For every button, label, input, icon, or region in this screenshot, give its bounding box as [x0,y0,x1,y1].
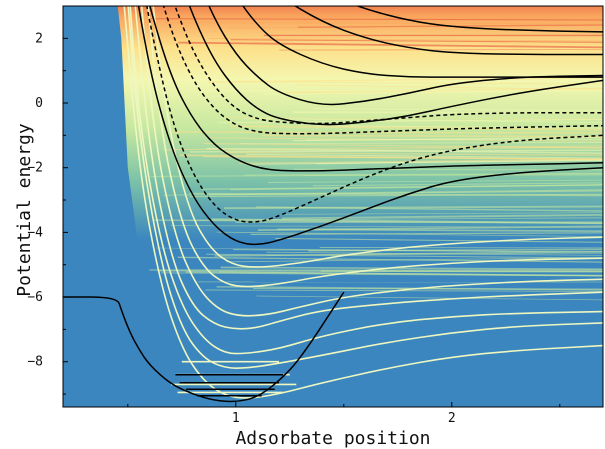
heatmap-streak [208,38,603,42]
heatmap-streak [254,16,603,20]
heatmap-streak [230,39,603,43]
heatmap-streak [308,248,603,252]
heatmap-streak [150,18,603,21]
heatmap-streak [164,22,603,25]
heatmap-streak [217,118,603,124]
heatmap-streak [202,155,603,160]
light-curve-0 [123,6,603,399]
black-curve-17 [188,6,603,126]
heatmap-streak [206,147,603,154]
y-axis: 2 0 −2 −4 −6 −8 [27,31,68,395]
heatmap-streak [229,81,603,85]
heatmap-streak [203,142,603,149]
heatmap-streak [255,206,603,212]
black-curve-14 [149,6,603,172]
black-curve-dashed-16 [174,6,603,125]
heatmap-streak [262,75,603,81]
plot-frame [62,5,604,408]
y-tick-label: −6 [27,290,43,305]
heatmap-streak [221,151,603,156]
heatmap-streak [178,41,603,49]
heatmap-streak [238,158,603,164]
heatmap-streak [316,125,603,129]
heatmap-streak [296,84,603,91]
heatmap-streak [275,237,603,243]
heatmap-streak [312,182,603,187]
heatmap-streak [220,266,603,271]
heatmap-streak [177,256,603,263]
heatmap-streak [189,193,603,198]
light-curve-6 [152,6,603,268]
y-tick-label: −2 [27,161,43,176]
heatmap-streak [279,49,603,51]
x-tick-label: 2 [448,411,456,426]
light-curve-1 [127,6,603,370]
heatmap-streaks [149,16,603,301]
heatmap-streak [206,253,603,259]
heatmap-streak [170,131,603,134]
heatmap-streak [209,189,603,196]
light-curve-2 [129,6,603,355]
black-curve-19 [242,6,603,78]
heatmap-streak [256,295,603,301]
heatmap-streak [246,153,603,159]
y-tick-label: −4 [27,225,43,240]
y-tick-label: 0 [35,96,43,111]
light-curve-4 [140,6,603,317]
black-curve-18 [208,6,603,106]
heatmap-streak [281,214,603,220]
series-layer [63,6,603,403]
heatmap-streak [244,172,603,176]
heatmap-streak [250,232,603,235]
light-curve-5 [147,6,603,288]
heatmap-streak [242,117,603,123]
heatmap-streak [319,247,603,249]
heatmap-streak [227,24,603,29]
heatmap-streak [230,125,603,131]
heatmap-region [117,6,603,401]
black-curve-dashed-13 [146,6,603,223]
heatmap-streak [170,225,603,228]
heatmap-streak [284,212,603,215]
heatmap-streak [216,286,603,291]
heatmap-streak [240,142,603,144]
heatmap-streak [267,179,603,183]
black-curve-20 [293,6,603,56]
x-axis-label: Adsorbate position [235,428,430,449]
heatmap-streak [303,174,603,176]
heatmap-streak [216,231,603,237]
x-tick-label: 1 [232,411,240,426]
heatmap-streak [262,134,603,138]
heatmap-streak [197,89,603,92]
heatmap-streak [185,271,603,277]
heatmap-streak [205,289,603,292]
black-curve-dashed-15 [162,6,603,135]
heatmap-streak [244,159,603,165]
y-axis-label: Potential energy [14,123,35,297]
heatmap-streak [314,108,603,112]
y-tick-label: −8 [27,355,43,370]
y-tick-label: 2 [35,31,43,46]
light-curve-3 [134,6,603,330]
heatmap-streak [200,184,603,190]
plot-area [63,6,603,407]
black-curve-21 [355,6,603,33]
heatmap-streak [207,77,603,83]
black-curve-12 [137,6,603,246]
